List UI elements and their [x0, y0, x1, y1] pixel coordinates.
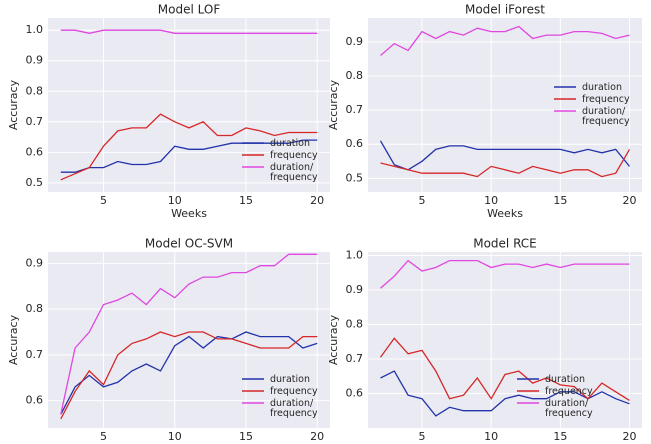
x-axis-label: Weeks [171, 207, 207, 220]
subplot: 0.5 0.6 0.7 0.8 0.9 5 10 15 20 durationfrequencyd… [327, 3, 642, 220]
data-line [380, 259, 630, 289]
y-tick-label: 0.8 [26, 302, 44, 315]
y-axis-label: Accuracy [327, 314, 340, 365]
data-line [379, 140, 631, 171]
data-line [380, 25, 630, 56]
data-line [60, 331, 318, 415]
y-tick-label: 0.9 [346, 283, 364, 296]
x-tick-label: 10 [168, 194, 182, 207]
y-tick-label: 0.7 [26, 115, 44, 128]
chart-title: Model LOF [158, 3, 221, 17]
y-tick-label: 0.7 [346, 352, 364, 365]
legend-label: frequency [270, 150, 318, 161]
data-line [380, 149, 631, 178]
data-line [60, 113, 318, 181]
x-tick-label: 15 [553, 430, 567, 443]
y-tick-label: 0.8 [26, 84, 44, 97]
y-axis-label: Accuracy [7, 79, 20, 130]
y-tick-label: 0.5 [346, 171, 364, 184]
y-tick-label: 0.7 [26, 348, 44, 361]
x-tick-label: 15 [239, 194, 253, 207]
y-tick-label: 0.6 [26, 145, 44, 158]
x-tick-label: 5 [100, 430, 107, 443]
x-tick-label: 5 [418, 430, 425, 443]
legend-label: frequency [582, 94, 630, 105]
data-line [60, 139, 318, 173]
y-tick-label: 0.5 [26, 176, 44, 189]
subplot: 0.5 0.6 0.7 0.8 0.9 1.0 5 10 15 20 durationfrequen… [7, 3, 330, 220]
y-tick-label: 0.9 [26, 256, 44, 269]
y-tick-label: 0.6 [26, 394, 44, 407]
plot-area [48, 18, 330, 192]
legend-label: duration/frequency [582, 106, 630, 127]
plot-area [368, 18, 642, 192]
data-line [60, 29, 318, 34]
subplot: 0.6 0.7 0.8 0.9 5 10 15 20 durationfrequencydura… [7, 237, 330, 444]
data-line [60, 253, 318, 415]
x-tick-label: 5 [418, 194, 425, 207]
y-tick-label: 1.0 [26, 23, 44, 36]
legend-label: duration [270, 374, 310, 385]
legend-label: duration/frequency [270, 398, 318, 419]
plot-area [48, 252, 330, 428]
x-tick-label: 20 [310, 430, 324, 443]
y-tick-label: 0.8 [346, 69, 364, 82]
legend-label: duration [545, 374, 585, 385]
x-tick-label: 10 [484, 430, 498, 443]
y-tick-label: 0.6 [346, 386, 364, 399]
x-tick-label: 10 [484, 194, 498, 207]
x-tick-label: 10 [168, 430, 182, 443]
y-tick-label: 0.8 [346, 317, 364, 330]
y-tick-label: 0.9 [26, 54, 44, 67]
legend-label: duration/frequency [545, 398, 593, 419]
x-tick-label: 15 [553, 194, 567, 207]
x-axis-label: Weeks [487, 207, 523, 220]
y-tick-label: 1.0 [346, 248, 364, 261]
y-axis-label: Accuracy [327, 79, 340, 130]
chart-title: Model RCE [473, 237, 537, 251]
chart-title: Model iForest [465, 3, 545, 17]
subplot: 0.6 0.7 0.8 0.9 1.0 5 10 15 20 durationfrequencyd… [327, 237, 642, 444]
y-tick-label: 0.6 [346, 137, 364, 150]
x-tick-label: 20 [623, 430, 637, 443]
x-tick-label: 20 [623, 194, 637, 207]
legend-label: frequency [545, 386, 593, 397]
x-tick-label: 20 [310, 194, 324, 207]
data-line [60, 331, 318, 420]
data-line [379, 337, 630, 401]
legend-label: duration [582, 82, 622, 93]
x-tick-label: 5 [100, 194, 107, 207]
x-tick-label: 15 [239, 430, 253, 443]
legend-label: frequency [270, 386, 318, 397]
y-tick-label: 0.9 [346, 35, 364, 48]
legend-label: duration [270, 138, 310, 149]
plot-area [368, 252, 642, 428]
y-tick-label: 0.7 [346, 103, 364, 116]
chart-title: Model OC-SVM [145, 237, 233, 251]
legend-label: duration/frequency [270, 162, 318, 183]
y-axis-label: Accuracy [7, 314, 20, 365]
